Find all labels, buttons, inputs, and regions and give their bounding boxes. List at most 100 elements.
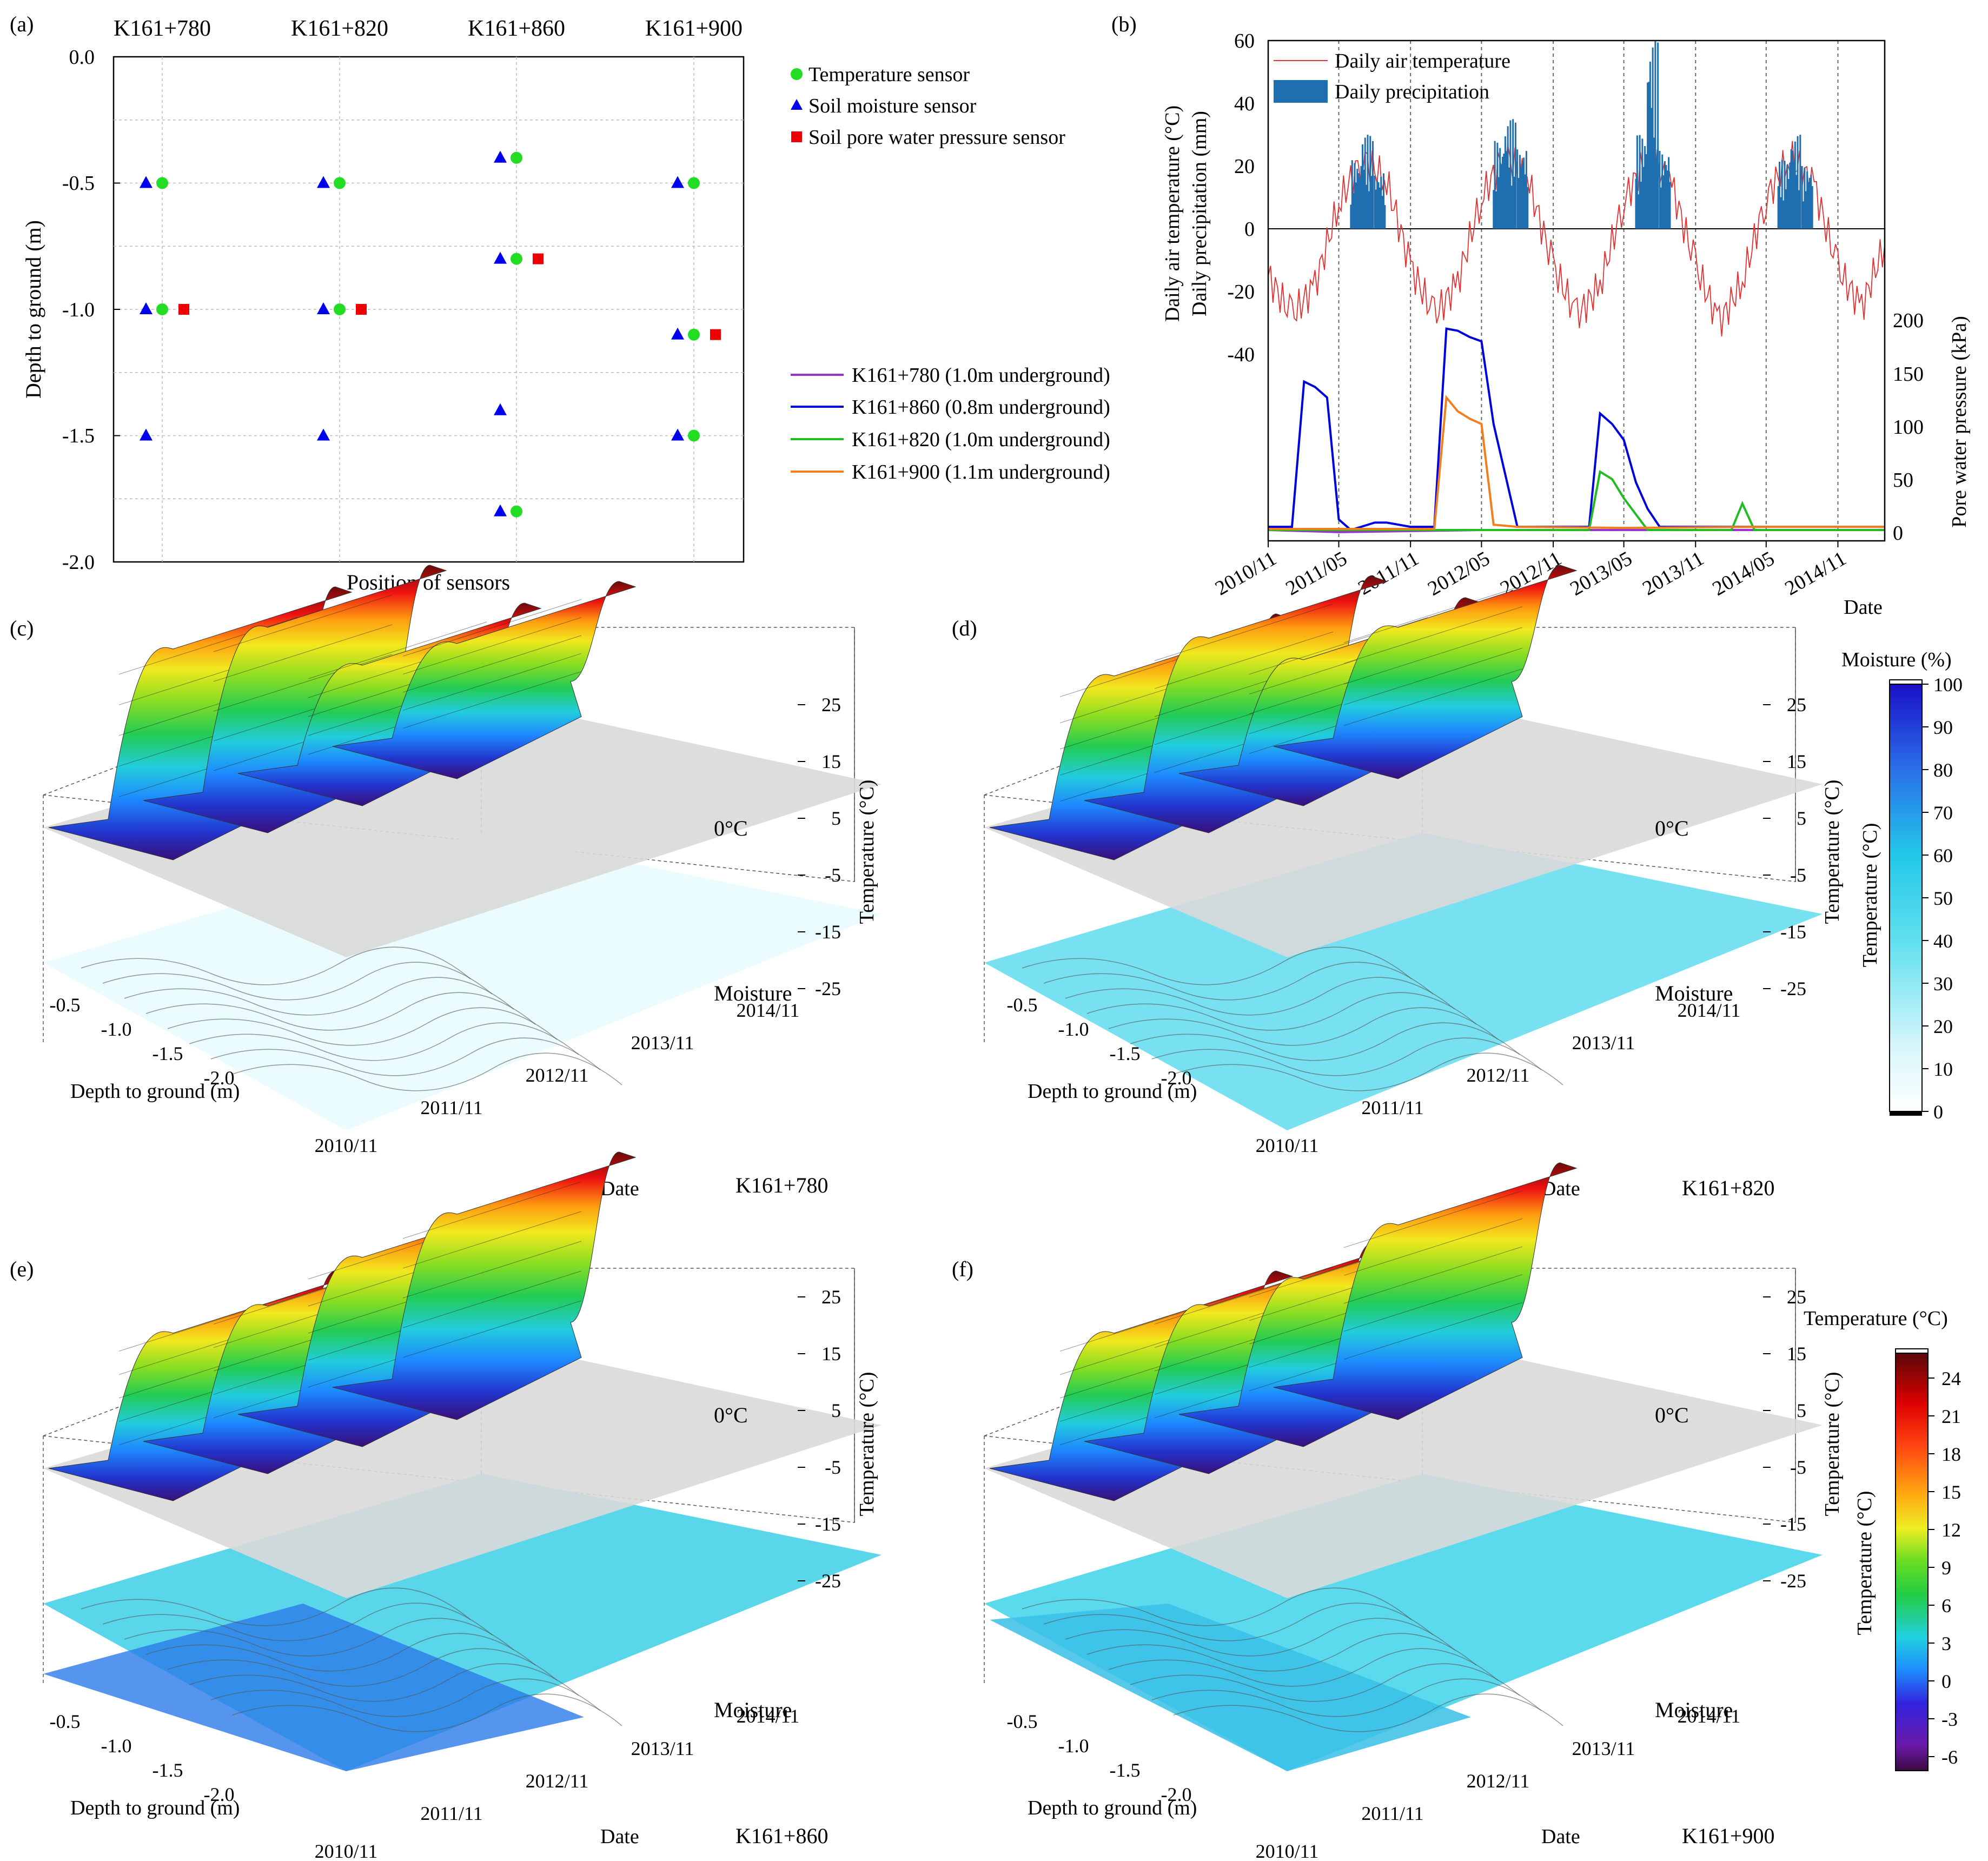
surface-contour: [402, 635, 582, 693]
date-tick-label: 2012/11: [526, 1064, 589, 1086]
date-tick-label: 2014/05: [1708, 547, 1778, 600]
temperature-surface-ridge: [332, 1151, 637, 1420]
moisture-label: Moisture: [1655, 1698, 1733, 1722]
depth-tick-label: -0.5: [50, 994, 81, 1016]
station-label: K161+780: [114, 16, 211, 41]
surface-contour: [1343, 627, 1523, 685]
depth-axis-label: Depth to ground (m): [1028, 1080, 1197, 1103]
z-axis-label: Temperature (°C): [1821, 1372, 1844, 1516]
moisture-contour: [167, 1648, 558, 1687]
panel-a-grid: [114, 56, 744, 562]
depth-tick-label: -2.0: [1161, 1784, 1192, 1805]
moisture-tick-label: 70: [1933, 802, 1953, 824]
panel-d-label: (d): [952, 616, 977, 640]
z-tick-label: -15: [815, 921, 841, 943]
date-tick-label: 2011/11: [1361, 1097, 1423, 1118]
left-tick-label: 20: [1234, 155, 1255, 178]
temperature-tick-label: 6: [1941, 1595, 1951, 1617]
panel-b-plot-area: [1268, 41, 1885, 541]
depth-tick-label: -0.5: [1007, 994, 1038, 1016]
panel-d-surface: 25 15 5 -5 -15 -25 Temperature (°C) 0°C Moisture…: [984, 565, 1844, 1200]
z-tick-label: 15: [821, 751, 841, 772]
depth-tick-label: -1.5: [1110, 1043, 1141, 1064]
panel-b-legend-bottom: K161+780 (1.0m underground) K161+860 (0.…: [791, 364, 1110, 484]
moisture-contour: [1022, 1587, 1412, 1626]
temperature-sensor-marker: [156, 177, 168, 189]
legend-k900-label: K161+900 (1.1m underground): [852, 461, 1110, 484]
temperature-colorbar-title: Temperature (°C): [1804, 1307, 1948, 1330]
date-axis-label: Date: [600, 1825, 639, 1848]
temperature-sensor-marker: [511, 151, 522, 164]
depth-axis-label: Depth to ground (m): [1028, 1797, 1197, 1819]
moisture-contour: [1086, 1633, 1477, 1672]
surface-contour: [1154, 631, 1334, 689]
surface-contour: [402, 1181, 582, 1239]
moisture-contour: [1022, 946, 1412, 985]
date-tick-label: 2010/11: [1256, 1840, 1319, 1861]
panel-b-legend-top: Daily air temperature Daily precipitatio…: [1274, 50, 1510, 103]
left-tick-label: -40: [1227, 343, 1255, 366]
surface-contour: [402, 1211, 582, 1269]
z-tick-label: -15: [1780, 921, 1806, 943]
right-tick-label: 100: [1893, 416, 1924, 439]
date-axis-label: Date: [1541, 1825, 1580, 1848]
temperature-sensor-marker: [334, 303, 346, 315]
surface-contour: [402, 653, 582, 711]
moisture-colorbar-cap: [1889, 679, 1923, 685]
panel-b-y-label-pore-pressure: Pore water pressure (kPa): [1948, 316, 1971, 527]
z-axis-label: Temperature (°C): [856, 1372, 878, 1516]
panel-f: (f) 25 15 5 -5 -15 -25 Temperature (°C) 0°C Mois…: [952, 1162, 1844, 1861]
panel-a-markers: [140, 150, 721, 518]
z-tick-label: -15: [815, 1513, 841, 1535]
temperature-colorbar-side-label: Temperature (°C): [1853, 1491, 1876, 1635]
right-tick-label: 200: [1893, 309, 1924, 332]
z-tick-label: 5: [831, 807, 841, 829]
moisture-tick-label: 50: [1933, 888, 1953, 909]
temperature-surface-ridge: [1273, 1162, 1578, 1420]
z-tick-label: -5: [1790, 864, 1806, 886]
station-label: K161+860: [468, 16, 565, 41]
y-tick-label: 0.0: [69, 46, 95, 69]
z-tick-label: -5: [825, 864, 841, 886]
legend-precipitation-label: Daily precipitation: [1335, 81, 1489, 103]
surface-contour: [1343, 647, 1523, 705]
moisture-colorbar-side-label: Temperature (°C): [1859, 823, 1881, 968]
date-tick-label: 2012/11: [1467, 1770, 1530, 1792]
moisture-contour: [102, 1602, 493, 1641]
moisture-contour: [124, 1618, 514, 1657]
surface-contour: [402, 599, 582, 657]
z-axis-label: Temperature (°C): [1821, 780, 1844, 924]
y-tick-label: -1.5: [62, 425, 95, 447]
panel-b-x-axis-label: Date: [1844, 596, 1883, 619]
date-tick-label: 2014/11: [737, 1705, 800, 1727]
surface-contour: [1343, 668, 1523, 726]
temperature-sensor-marker: [156, 303, 168, 315]
legend-k780-label: K161+780 (1.0m underground): [852, 364, 1110, 387]
surface-contour: [1154, 604, 1334, 661]
moisture-colorbar-floor: [1890, 1111, 1922, 1116]
panel-c-surface: 25 15 5 -5 -15 -25 Temperature (°C) 0°C Moisture…: [43, 565, 882, 1200]
legend-k860-label: K161+860 (0.8m underground): [852, 396, 1110, 419]
temperature-sensor-marker: [511, 253, 522, 265]
right-tick-label: 50: [1893, 469, 1913, 492]
moisture-contour: [102, 962, 493, 1001]
panel-f-station: K161+900: [1682, 1824, 1774, 1848]
moisture-sensor-marker: [671, 327, 684, 340]
moisture-contour: [189, 1022, 579, 1061]
depth-tick-label: -1.0: [101, 1735, 132, 1757]
temperature-sensor-marker: [688, 429, 700, 442]
surface-contour: [1343, 1274, 1523, 1332]
moisture-contour: [232, 1693, 622, 1732]
legend-pore-pressure-label: Soil pore water pressure sensor: [809, 126, 1065, 149]
z-tick-label: 25: [1787, 1286, 1806, 1308]
zero-degree-plane: [43, 698, 882, 957]
moisture-sensor-marker: [671, 428, 684, 441]
z-tick-label: -5: [1790, 1456, 1806, 1478]
panel-a-label: (a): [10, 12, 34, 36]
legend-precipitation-swatch: [1274, 80, 1328, 103]
temperature-tick-label: 12: [1941, 1519, 1961, 1541]
right-tick-label: 0: [1893, 522, 1903, 545]
depth-tick-label: -0.5: [1007, 1711, 1038, 1732]
date-tick-label: 2010/11: [1256, 1135, 1319, 1156]
moisture-high-region: [990, 1604, 1471, 1771]
